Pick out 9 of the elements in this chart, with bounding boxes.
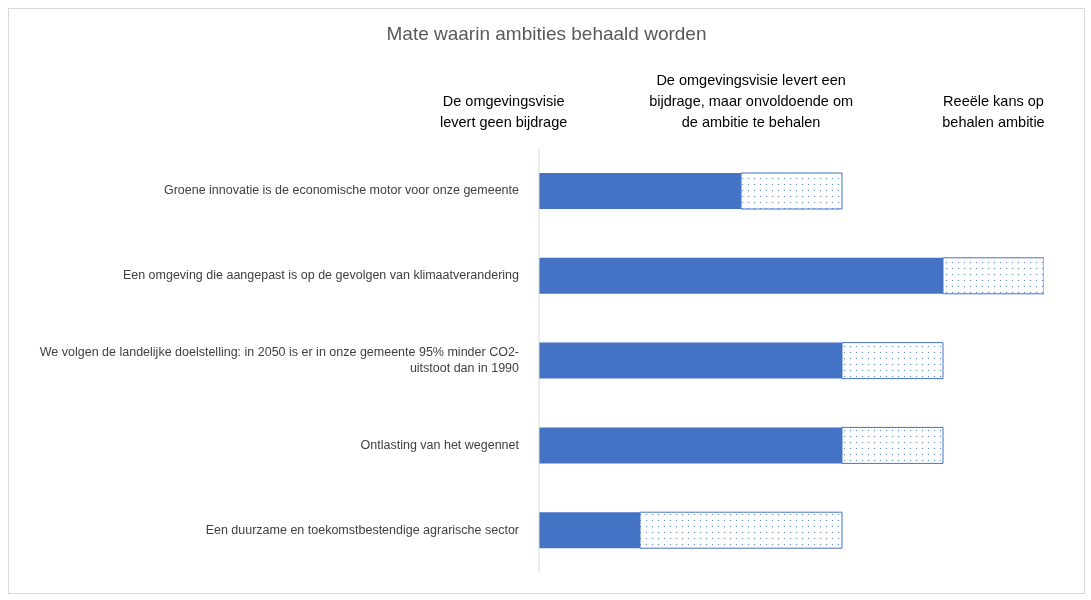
y-tick-label: We volgen de landelijke doelstelling: in 2050 is er in onze gemeente 95% minder CO2-uitstoot dan in 1990	[39, 345, 520, 376]
y-tick-label: Groene innovatie is de economische motor voor onze gemeente	[163, 183, 520, 198]
chart-title: Mate waarin ambities behaald worden	[385, 23, 708, 45]
text: De omgevingsvisie levert een bijdrage, maar onvoldoende om de ambitie te behalen	[648, 71, 855, 132]
text: De omgevingsvisie levert geen bijdrage	[438, 92, 569, 132]
y-tick-label: Een omgeving die aangepast is op de gevolgen van klimaatverandering	[122, 268, 520, 283]
text: Reeële kans op behalen ambitie	[941, 92, 1046, 132]
y-tick-label: Ontlasting van het wegennet	[360, 438, 520, 453]
y-tick-label: Een duurzame en toekomstbestendige agrarische sector	[205, 522, 519, 537]
